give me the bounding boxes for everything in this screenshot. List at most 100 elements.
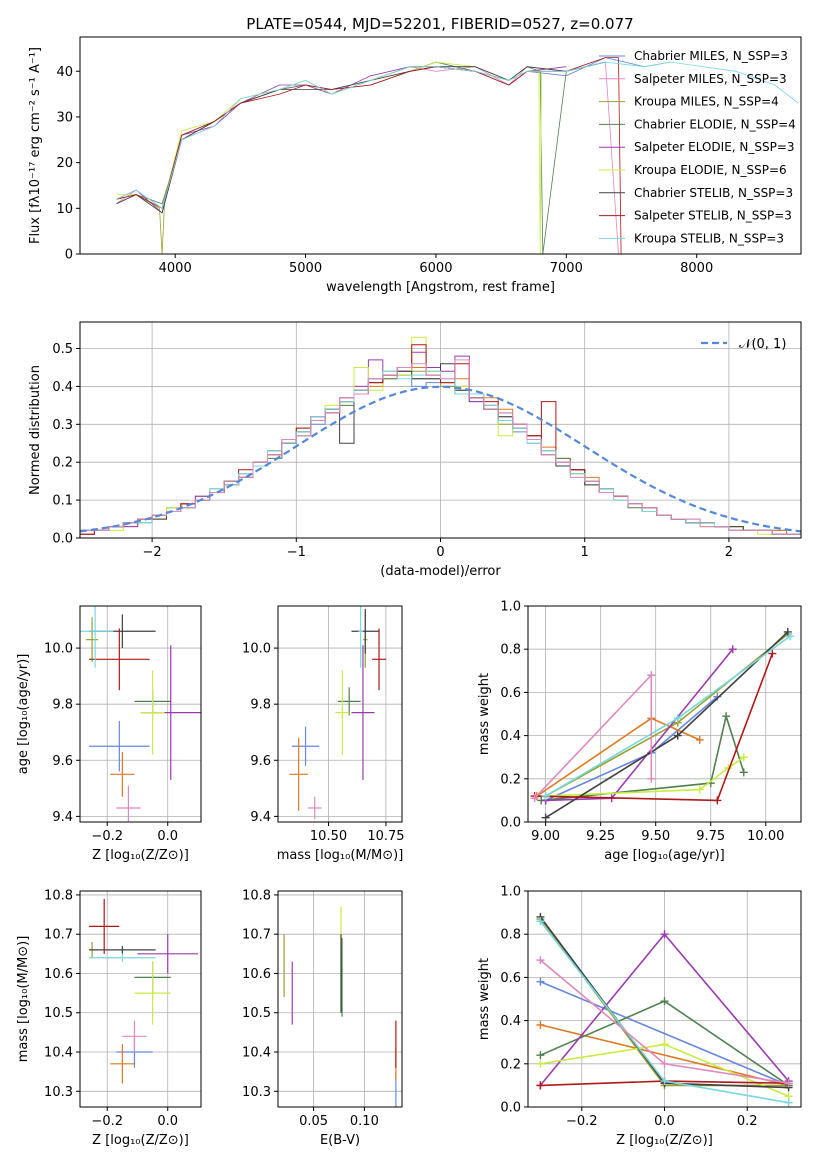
y-tick-label: 10.8 <box>44 888 73 903</box>
y-tick-label: 0.8 <box>500 643 521 658</box>
point-marker <box>728 645 737 654</box>
point-marker <box>647 671 656 680</box>
x-tick-label: 10.00 <box>747 829 784 844</box>
z-age-plot-area <box>80 606 201 822</box>
point-marker <box>739 768 748 777</box>
point-marker <box>785 632 794 641</box>
x-axis-label: Z [log₁₀(Z/Z⊙)] <box>616 1133 713 1148</box>
series-line <box>545 648 734 802</box>
x-tick-label: 10.75 <box>367 829 404 844</box>
y-tick-label: 10.8 <box>242 888 271 903</box>
point-marker <box>536 977 545 986</box>
y-tick-label: 40 <box>56 65 73 80</box>
y-tick-label: 10.6 <box>242 967 271 982</box>
spectrum-line <box>116 57 622 254</box>
legend-label: Kroupa ELODIE, N_SSP=6 <box>634 163 787 177</box>
spectrum-line <box>116 61 606 254</box>
x-tick-label: 2 <box>725 545 733 560</box>
y-tick-label: 9.6 <box>52 754 73 769</box>
y-tick-label: 0.0 <box>500 816 521 831</box>
x-tick-label: 0.05 <box>299 1114 328 1129</box>
point-marker <box>768 649 777 658</box>
x-tick-label: 9.00 <box>531 829 560 844</box>
point-marker <box>695 785 704 794</box>
y-tick-label: 9.4 <box>52 810 73 825</box>
x-axis-label: Z [log₁₀(Z/Z⊙)] <box>92 1133 189 1148</box>
point-marker <box>673 714 682 723</box>
y-tick-label: 10.4 <box>242 1046 271 1061</box>
y-tick-label: 10.7 <box>242 928 271 943</box>
x-tick-label: 0.0 <box>654 1114 675 1129</box>
y-tick-label: 0 <box>65 248 73 263</box>
series-line <box>540 980 789 1087</box>
x-tick-label: 7000 <box>550 261 583 276</box>
y-tick-label: 0.0 <box>500 1101 521 1116</box>
y-tick-label: 0.3 <box>52 418 73 433</box>
legend-label: Kroupa MILES, N_SSP=4 <box>634 95 779 109</box>
z-mass-frame <box>79 890 202 1108</box>
series-line <box>541 713 745 802</box>
point-marker <box>784 1079 793 1088</box>
legend-label: Salpeter ELODIE, N_SSP=3 <box>634 140 795 154</box>
x-tick-label: 0.0 <box>157 1114 178 1129</box>
y-tick-label: 10.0 <box>44 642 73 657</box>
point-marker <box>783 627 792 636</box>
x-axis-label: (data-model)/error <box>380 564 501 579</box>
spectrum-line <box>116 61 619 254</box>
x-tick-label: 0.0 <box>157 829 178 844</box>
y-tick-label: 0.4 <box>52 380 73 395</box>
y-axis-label: mass weight <box>477 673 492 755</box>
z-age-frame <box>79 605 202 823</box>
y-tick-label: 0.2 <box>52 456 73 471</box>
x-tick-label: −0.2 <box>91 829 123 844</box>
z-mass-plot-area <box>89 898 198 1084</box>
x-tick-label: 4000 <box>159 261 192 276</box>
series-line <box>545 756 745 797</box>
point-marker <box>541 792 550 801</box>
y-tick-label: 1.0 <box>500 600 521 615</box>
z-weight-panel: −0.2 0.0 0.2 0.0 0.2 0.4 0.6 0.8 1.0 Z [log₁₀(Z/Z… <box>477 885 802 1148</box>
series-line <box>545 635 791 797</box>
x-tick-label: −0.2 <box>91 1114 123 1129</box>
y-axis-label: Flux [fλ10⁻¹⁷ erg cm⁻² s⁻¹ A⁻¹] <box>28 47 43 244</box>
x-tick-label: 1 <box>581 545 589 560</box>
mass-age-panel: 10.50 10.75 9.4 9.6 9.8 10.0 mass [log₁₀(M/M⊙)… <box>242 605 405 863</box>
x-axis-label: age [log₁₀(age/yr)] <box>604 848 725 863</box>
x-tick-label: −1 <box>287 545 306 560</box>
x-tick-label: 9.25 <box>586 829 615 844</box>
y-tick-label: 0.5 <box>52 342 73 357</box>
point-marker <box>660 997 669 1006</box>
legend-label: Chabrier MILES, N_SSP=3 <box>634 49 788 63</box>
point-marker <box>660 1040 669 1049</box>
y-tick-label: 9.4 <box>250 810 271 825</box>
spectrum-plot-area <box>116 57 799 254</box>
x-tick-label: 10.50 <box>310 829 347 844</box>
y-tick-label: 10.7 <box>44 928 73 943</box>
y-tick-label: 20 <box>56 156 73 171</box>
y-tick-label: 1.0 <box>500 885 521 900</box>
x-tick-label: 9.75 <box>696 829 725 844</box>
z-weight-plot-area <box>536 912 793 1107</box>
y-tick-label: 10 <box>56 202 73 217</box>
point-marker <box>739 753 748 762</box>
x-axis-label: Z [log₁₀(Z/Z⊙)] <box>92 848 189 863</box>
x-axis-label: E(B-V) <box>320 1133 360 1148</box>
y-tick-label: 10.5 <box>242 1006 271 1021</box>
legend-label: 𝒩(0, 1) <box>739 337 786 352</box>
legend-label: Chabrier ELODIE, N_SSP=4 <box>634 117 796 131</box>
y-tick-label: 9.8 <box>250 698 271 713</box>
x-axis-label: wavelength [Angstrom, rest frame] <box>326 280 555 295</box>
figure-title: PLATE=0544, MJD=52201, FIBERID=0527, z=0… <box>246 15 633 33</box>
point-marker <box>695 735 704 744</box>
z-age-panel: −0.2 0.0 9.4 9.6 9.8 10.0 Z [log₁₀(Z/Z⊙)] age [… <box>16 605 202 863</box>
y-tick-label: 0.6 <box>500 971 521 986</box>
point-marker <box>536 1081 545 1090</box>
mass-age-plot-area <box>289 606 386 820</box>
x-tick-label: 0 <box>436 545 444 560</box>
point-marker <box>673 731 682 740</box>
ebv-mass-plot-area <box>283 906 397 1107</box>
spectrum-line <box>116 57 671 214</box>
point-marker <box>647 774 656 783</box>
spectrum-line <box>116 61 799 209</box>
histogram-step <box>80 359 801 538</box>
